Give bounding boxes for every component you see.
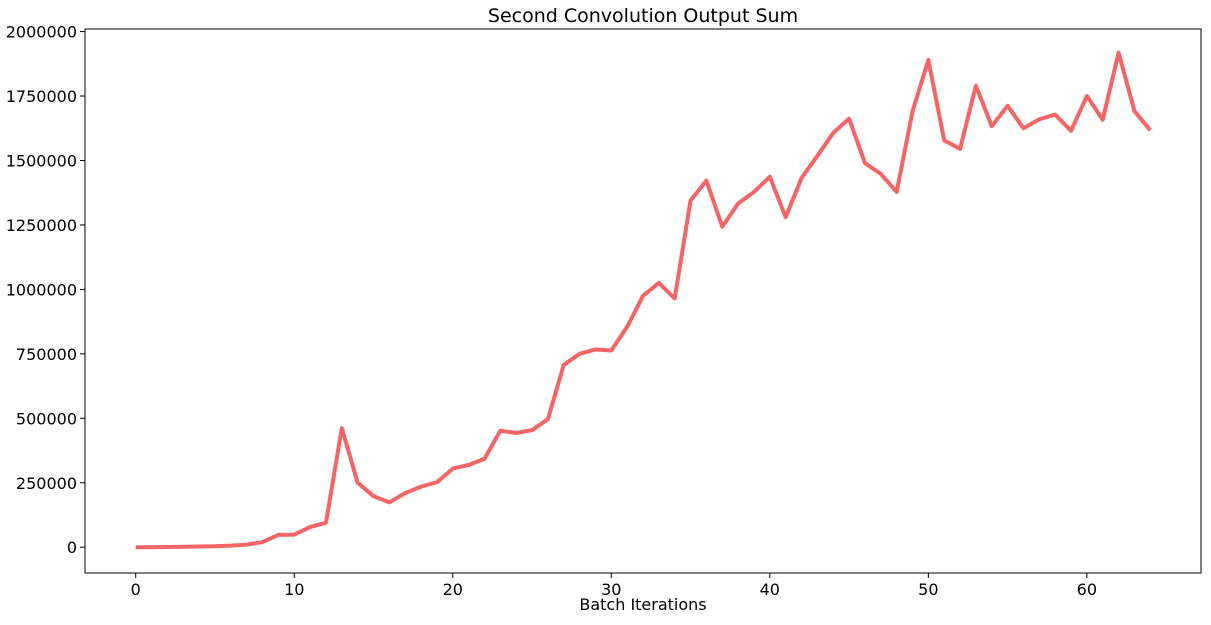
series-line-0 (135, 50, 1152, 550)
chart-title: Second Convolution Output Sum (488, 5, 798, 27)
y-tick-label: 750000 (16, 345, 77, 364)
x-tick-label: 10 (284, 580, 304, 599)
series-layer (135, 50, 1152, 550)
x-axis-label: Batch Iterations (579, 595, 706, 614)
y-tick-label: 1750000 (6, 87, 77, 106)
y-axis: 0 250000 500000 750000 1000000 1250000 1500000… (6, 23, 85, 557)
x-axis: 0 10 20 30 40 50 60 (131, 573, 1097, 599)
plot-area-frame (84, 28, 1202, 574)
x-tick-label: 50 (918, 580, 938, 599)
x-tick-label: 30 (601, 580, 621, 599)
y-tick-label: 1000000 (6, 280, 77, 299)
y-tick-label: 1500000 (6, 151, 77, 170)
y-tick-label: 500000 (16, 409, 77, 428)
x-tick-label: 20 (443, 580, 463, 599)
y-tick-label: 250000 (16, 474, 77, 493)
x-tick-label: 60 (1077, 580, 1097, 599)
x-tick-label: 40 (760, 580, 780, 599)
x-tick-label: 0 (131, 580, 141, 599)
y-tick-label: 0 (67, 538, 77, 557)
y-tick-label: 1250000 (6, 216, 77, 235)
y-tick-label: 2000000 (6, 23, 77, 42)
